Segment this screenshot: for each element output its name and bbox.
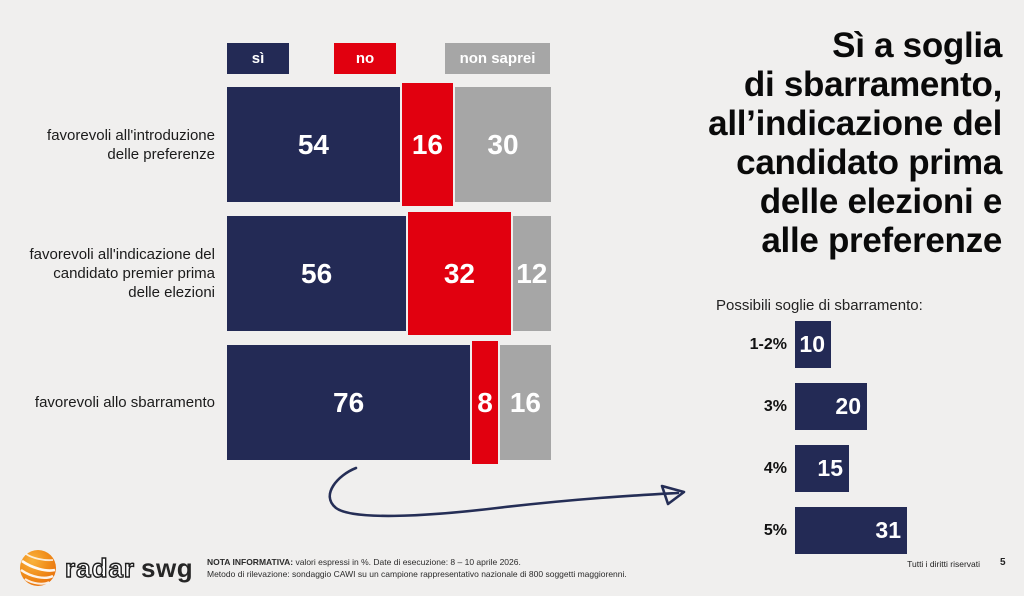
bar-segment-s-: 56 <box>227 216 407 331</box>
bar-segment-non-saprei: 12 <box>512 216 552 331</box>
hand-drawn-arrow-icon <box>328 466 686 518</box>
bar-segment-s-: 54 <box>227 87 400 202</box>
mini-chart-title: Possibili soglie di sbarramento: <box>716 297 923 314</box>
info-note-line1: NOTA INFORMATIVA: valori espressi in %. … <box>207 556 687 568</box>
mini-chart-row: 4% 15 <box>700 445 1020 492</box>
threshold-label: 5% <box>763 521 787 539</box>
legend-item-s-: sì <box>227 43 289 74</box>
stacked-bar: 76 8 16 <box>227 341 551 464</box>
category-label: favorevoli all'indicazione del candidato… <box>29 246 215 301</box>
page-title: Sì a soglia di sbarramento, all’indicazi… <box>708 26 1002 260</box>
stacked-bar-row: favorevoli all'indicazione del candidato… <box>0 212 552 335</box>
bar-segment-no: 8 <box>470 341 500 464</box>
info-note-text1: valori espressi in %. Date di esecuzione… <box>293 557 521 567</box>
bar-segment-non-saprei: 16 <box>499 345 551 460</box>
threshold-bar: 31 <box>795 507 907 554</box>
threshold-bar: 20 <box>795 383 867 430</box>
mini-chart-row: 1-2% 10 <box>700 321 1020 368</box>
threshold-bar: 10 <box>795 321 831 368</box>
info-note-text2: Metodo di rilevazione: sondaggio CAWI su… <box>207 569 627 579</box>
bar-segment-no: 16 <box>399 83 455 206</box>
threshold-label: 1-2% <box>749 335 787 353</box>
stacked-bar-row: favorevoli allo sbarramento 76 8 16 <box>0 341 551 464</box>
threshold-label: 3% <box>763 397 787 415</box>
mini-chart-rows: 1-2% 10 3% 20 4% 15 5% 31 <box>700 321 1020 554</box>
mini-chart-row: 5% 31 <box>700 507 1020 554</box>
info-note-label: NOTA INFORMATIVA: <box>207 557 294 567</box>
legend-item-no: no <box>334 43 396 74</box>
bar-segment-non-saprei: 30 <box>455 87 551 202</box>
legend-item-non-saprei: non saprei <box>445 43 550 74</box>
category-label: favorevoli allo sbarramento <box>34 394 215 411</box>
page-number: 5 <box>1000 557 1006 568</box>
stacked-bar: 54 16 30 <box>227 83 551 206</box>
info-note: NOTA INFORMATIVA: valori espressi in %. … <box>207 556 687 580</box>
swg-globe-icon <box>20 550 56 586</box>
category-label: favorevoli all'introduzione delle prefer… <box>47 126 215 163</box>
logo-text-swg: swg <box>141 552 194 583</box>
bar-segment-s-: 76 <box>227 345 471 460</box>
radar-swg-logo: radar swg <box>18 546 193 590</box>
logo-text-radar: radar <box>64 552 136 583</box>
mini-chart: Possibili soglie di sbarramento: 1-2% 10 3… <box>700 297 1020 569</box>
rights-text: Tutti i diritti riservati <box>907 559 980 569</box>
stacked-bar-rows: favorevoli all'introduzione delle prefer… <box>0 83 552 474</box>
bar-segment-no: 32 <box>406 212 513 335</box>
mini-chart-row: 3% 20 <box>700 383 1020 430</box>
threshold-bar: 15 <box>795 445 849 492</box>
stacked-bar: 56 32 12 <box>227 212 552 335</box>
threshold-label: 4% <box>763 459 787 477</box>
stacked-bar-row: favorevoli all'introduzione delle prefer… <box>0 83 551 206</box>
legend: sì no non saprei <box>227 43 557 74</box>
